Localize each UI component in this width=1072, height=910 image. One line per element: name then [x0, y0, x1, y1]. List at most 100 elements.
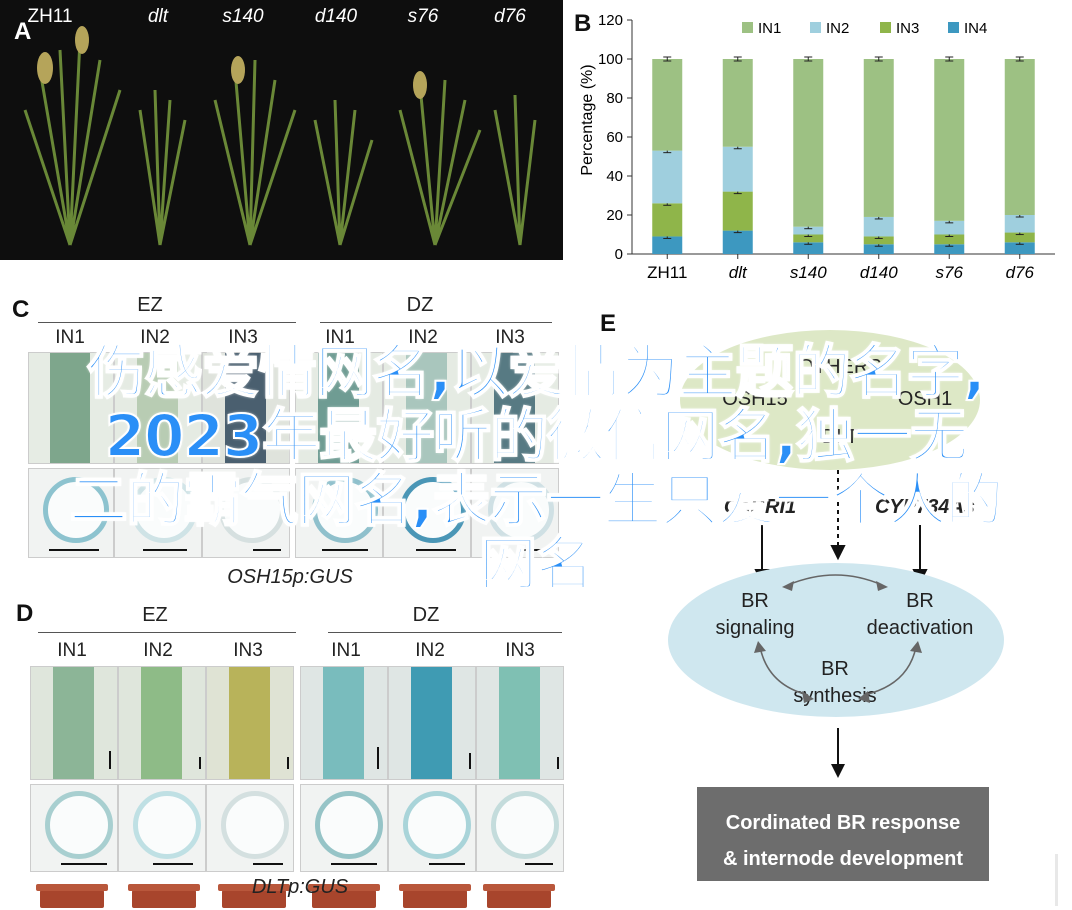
internode-label: IN3: [233, 640, 263, 661]
group-line: [328, 632, 562, 633]
bar-segment-in2: [722, 146, 753, 192]
plant-label-s76: s76: [407, 6, 439, 27]
plant-label-dlt: dlt: [147, 6, 169, 27]
bar-segment-in1: [722, 59, 753, 147]
bar-segment-in1: [793, 59, 824, 227]
pot: [36, 884, 108, 908]
group-label-ez: EZ: [142, 604, 168, 626]
overlay-line2: 2023年最好听的微信网名,独一无: [104, 402, 969, 470]
final-outcome-line1: Cordinated BR response: [725, 812, 961, 834]
group-label-ez: EZ: [137, 294, 163, 316]
br-synthesis-line2: synthesis: [793, 685, 877, 707]
overlay-line3: 二的霸气网名,表示一生只爱一个人的: [68, 466, 1004, 534]
panel-letter-b: B: [574, 10, 592, 37]
x-tick-label: d140: [860, 263, 898, 282]
overlay-line1: 伤感爱情网名,以爱情为主题的名字,: [86, 338, 986, 406]
bar-segment-in2: [934, 220, 965, 235]
micrograph-cross-section: [202, 468, 290, 558]
internode-label: IN2: [143, 640, 173, 661]
bar-segment-in1: [1004, 59, 1035, 215]
gene-cyp734as: CYP734As: [874, 496, 976, 518]
micrograph-cross-section: [114, 468, 202, 558]
legend-label-in3: IN3: [896, 20, 919, 37]
group-label-dz: DZ: [406, 294, 434, 316]
br-cycle-arrows: [754, 574, 922, 703]
br-deactivation-line1: BR: [906, 590, 934, 612]
micrograph-longitudinal: [476, 666, 564, 780]
micrograph-cross-section: [28, 468, 114, 558]
overlay-title: 伤感爱情网名,以爱情为主题的名字, 2023年最好听的微信网名,独一无 二的霸气…: [0, 338, 1072, 598]
y-tick-label: 40: [606, 168, 623, 185]
bar-segment-in2: [863, 216, 894, 237]
micrograph-longitudinal: [388, 666, 476, 780]
br-signaling-line2: signaling: [715, 617, 795, 639]
label-osh1: OSH1: [897, 388, 953, 410]
x-tick-label: s140: [790, 263, 827, 282]
group-line: [38, 632, 296, 633]
micrograph-cross-section: [471, 468, 559, 558]
chart-bars: [652, 56, 1035, 254]
group-line: [38, 322, 296, 323]
rice-plants-illustration: [23, 26, 537, 246]
micrograph-longitudinal: [471, 352, 559, 464]
bar-segment-in3: [1004, 232, 1035, 243]
final-outcome-line2: & internode development: [722, 848, 964, 870]
scale-bar: [1055, 854, 1058, 906]
micrograph-cross-section: [388, 784, 476, 872]
final-outcome-box: Cordinated BR response & internode devel…: [697, 787, 989, 881]
stacked-bar-chart: IN1 IN2 IN3 IN4 0 20 40 60 80 100 120 ZH11 dlt s140 d…: [579, 12, 1055, 282]
bar-segment-in2: [1004, 215, 1035, 233]
micrograph-cross-section: [295, 468, 383, 558]
label-osh15: OSH15: [722, 388, 788, 410]
bar-segment-in4: [863, 244, 894, 254]
pot: [308, 884, 380, 908]
internode-label: IN1: [325, 327, 355, 348]
legend-swatch-in3: [880, 22, 891, 33]
panel-letter-a: A: [14, 18, 32, 45]
micrograph-longitudinal: [202, 352, 290, 464]
overlay-line4: 网名: [478, 530, 595, 598]
panel-c-caption: OSH15p:GUS: [227, 566, 353, 588]
y-axis-label: Percentage (%): [579, 64, 596, 175]
br-deactivation-line2: deactivation: [866, 617, 974, 639]
bar-segment-in3: [934, 234, 965, 245]
panel-letter-e: E: [600, 310, 617, 337]
internode-label: IN3: [505, 640, 535, 661]
micrograph-cross-section: [476, 784, 564, 872]
internode-label: IN3: [495, 327, 525, 348]
bar-segment-in1: [863, 59, 894, 217]
legend-label-in4: IN4: [964, 20, 987, 37]
bar-segment-in3: [863, 236, 894, 245]
y-tick-label: 100: [598, 51, 623, 68]
x-tick-label: d76: [1006, 263, 1035, 282]
br-synthesis-line1: BR: [821, 658, 849, 680]
legend-swatch-in4: [948, 22, 959, 33]
pot: [218, 884, 290, 908]
x-tick-label: ZH11: [647, 263, 687, 282]
down-arrow-icon: [831, 728, 845, 778]
pot: [399, 884, 471, 908]
panel-letter-d: D: [16, 600, 34, 627]
bar-segment-in3: [722, 191, 753, 231]
pot: [483, 884, 555, 908]
bar-segment-in4: [793, 242, 824, 254]
plant-label-s140: s140: [222, 6, 264, 27]
bar-segment-in1: [652, 59, 683, 151]
y-tick-label: 60: [606, 129, 623, 146]
bar-segment-in2: [652, 150, 683, 204]
internode-label: IN1: [55, 327, 85, 348]
legend-swatch-in2: [810, 22, 821, 33]
micrograph-cross-section: [30, 784, 118, 872]
micrograph-longitudinal: [28, 352, 114, 464]
label-dlt: DLT: [821, 426, 859, 448]
bar-segment-in4: [1004, 242, 1035, 254]
label-others: OTHERS: [798, 356, 882, 378]
panel-d-caption: DLTp:GUS: [251, 876, 349, 898]
micrograph-longitudinal: [114, 352, 202, 464]
group-line: [320, 322, 552, 323]
panel-letter-c: C: [12, 296, 30, 323]
y-tick-label: 80: [606, 90, 623, 107]
chart-legend: IN1 IN2 IN3 IN4: [742, 20, 987, 37]
bar-segment-in4: [652, 236, 683, 254]
y-tick-label: 0: [615, 246, 623, 263]
